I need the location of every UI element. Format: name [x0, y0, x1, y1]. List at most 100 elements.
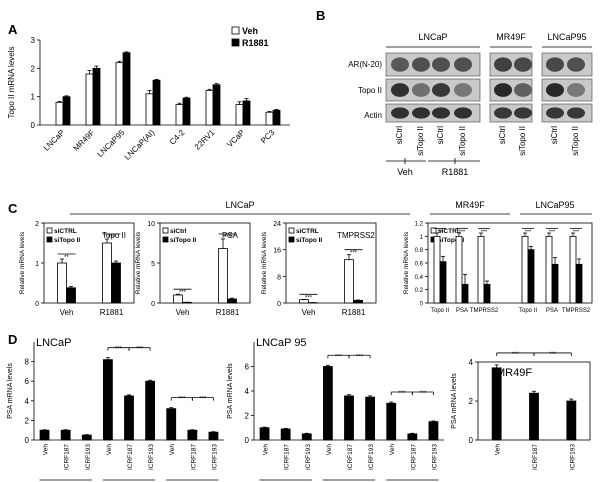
blot-lane-label: siCtrl — [395, 126, 404, 144]
legend-label: siCTRL — [438, 228, 461, 235]
bar-a-veh — [265, 111, 274, 126]
blot-band — [432, 83, 450, 97]
bar-d3 — [566, 400, 577, 441]
bar-c1 — [57, 262, 67, 304]
y-tick-label: 24 — [273, 221, 281, 228]
significance-label: *** — [108, 235, 116, 241]
bar-d1 — [145, 380, 156, 441]
significance-label: *** — [419, 391, 427, 397]
x-tick-label: R1881 — [216, 308, 240, 317]
legend-swatch — [46, 227, 53, 234]
blot-band — [546, 107, 564, 119]
bar-c4 — [569, 235, 577, 304]
y-tick-label: 0 — [245, 436, 250, 445]
legend-swatch-a — [231, 26, 240, 35]
x-tick-label: TMPRSS2 — [562, 308, 591, 314]
y-tick-label: 1.2 — [415, 222, 424, 228]
bar-d2 — [322, 366, 333, 441]
y-axis-title: PSA mRNA levels — [227, 363, 234, 419]
blot-band — [412, 57, 430, 72]
bar-a-r1881 — [122, 52, 131, 126]
y-tick-label: 8 — [277, 274, 281, 281]
y-tick-label: 0.2 — [415, 288, 424, 294]
significance-label: *** — [512, 352, 520, 358]
significance-label: *** — [136, 347, 144, 353]
blot-lane-label: siTopo II — [416, 126, 425, 156]
y-tick-label: 2 — [35, 221, 39, 228]
significance-label: *** — [459, 229, 466, 235]
y-axis-title-a: Topo II mRNA levels — [7, 46, 16, 118]
plot-title: MR49F — [496, 367, 532, 379]
legend-label-a: R1881 — [242, 38, 269, 48]
group-title-c: LNCaP — [225, 200, 254, 210]
group-title-c4: MR49F — [455, 200, 485, 210]
bar-a-veh — [85, 73, 94, 126]
x-tick-label: Veh — [43, 444, 50, 456]
legend-label-a: Veh — [242, 26, 258, 36]
blot-treatment-label: R1881 — [442, 167, 469, 177]
x-tick-label: ICRF187 — [410, 444, 417, 470]
blot-group-label: LNCaP — [418, 32, 447, 42]
x-tick-label: ICRF187 — [284, 444, 291, 470]
plot-frame-c3 — [285, 222, 377, 304]
y-tick-label-a: 1 — [31, 93, 36, 102]
y-tick-label: 4 — [469, 358, 474, 367]
plot-title: LNCaP — [36, 337, 71, 349]
panel-label-b: B — [316, 8, 325, 23]
x-tick-label: ICRF193 — [85, 444, 92, 470]
blot-band — [412, 107, 430, 119]
bar-c4 — [455, 235, 463, 304]
blot-band — [514, 83, 532, 97]
significance-label: *** — [549, 229, 556, 235]
significance-label: ** — [438, 229, 443, 235]
x-tick-label-a: VCaP — [225, 128, 246, 149]
bar-d3 — [491, 367, 502, 441]
blot-band — [494, 83, 512, 97]
blot-lane-label: siCtrl — [498, 126, 507, 144]
significance-label: *** — [335, 354, 343, 360]
plot-title: LNCaP 95 — [256, 337, 307, 349]
significance-label: *** — [115, 347, 123, 353]
x-tick-label: R1881 — [342, 308, 366, 317]
blot-row-label: AR(N-20) — [348, 60, 382, 69]
blot-band — [567, 83, 585, 97]
bar-a-veh — [205, 90, 214, 126]
bar-c2 — [218, 248, 228, 304]
x-tick-label: ICRF193 — [148, 444, 155, 470]
significance-label: *** — [356, 354, 364, 360]
significance-label: *** — [305, 295, 313, 301]
significance-label: *** — [398, 391, 406, 397]
x-tick-label: Veh — [106, 444, 113, 456]
bar-d1 — [124, 395, 134, 441]
x-tick-label: ICRF187 — [64, 444, 71, 470]
blot-band — [391, 83, 409, 97]
bar-d3 — [529, 392, 539, 441]
bar-a-r1881 — [152, 79, 161, 126]
y-axis-title: Relative mRNA levels — [403, 231, 410, 294]
x-tick-label-a: LNCaP — [42, 128, 67, 153]
blot-band — [494, 107, 512, 119]
bar-a-veh — [145, 93, 154, 126]
blot-band — [454, 107, 472, 119]
x-tick-label: ICRF187 — [190, 444, 197, 470]
y-tick-label: 2 — [245, 412, 250, 421]
panel-label-d: D — [8, 332, 17, 347]
y-axis-title: PSA mRNA levels — [451, 373, 458, 429]
bar-d2 — [344, 395, 354, 441]
bar-d2 — [407, 433, 418, 441]
legend-swatch — [162, 227, 169, 234]
y-tick-label-a: 0 — [31, 121, 36, 130]
y-tick-label-a: 2 — [31, 64, 36, 73]
x-tick-label-a: 22RV1 — [193, 128, 217, 152]
bar-a-r1881 — [62, 96, 71, 126]
y-tick-label: 2 — [469, 397, 474, 406]
blot-band — [454, 83, 472, 97]
x-tick-label: ICRF193 — [305, 444, 312, 470]
blot-group-label: LNCaP95 — [547, 32, 586, 42]
bar-a-r1881 — [92, 67, 101, 126]
bar-c3 — [344, 259, 354, 304]
x-tick-label: Veh — [176, 308, 190, 317]
y-tick-label: 0 — [277, 301, 281, 308]
significance-label: *** — [549, 352, 557, 358]
